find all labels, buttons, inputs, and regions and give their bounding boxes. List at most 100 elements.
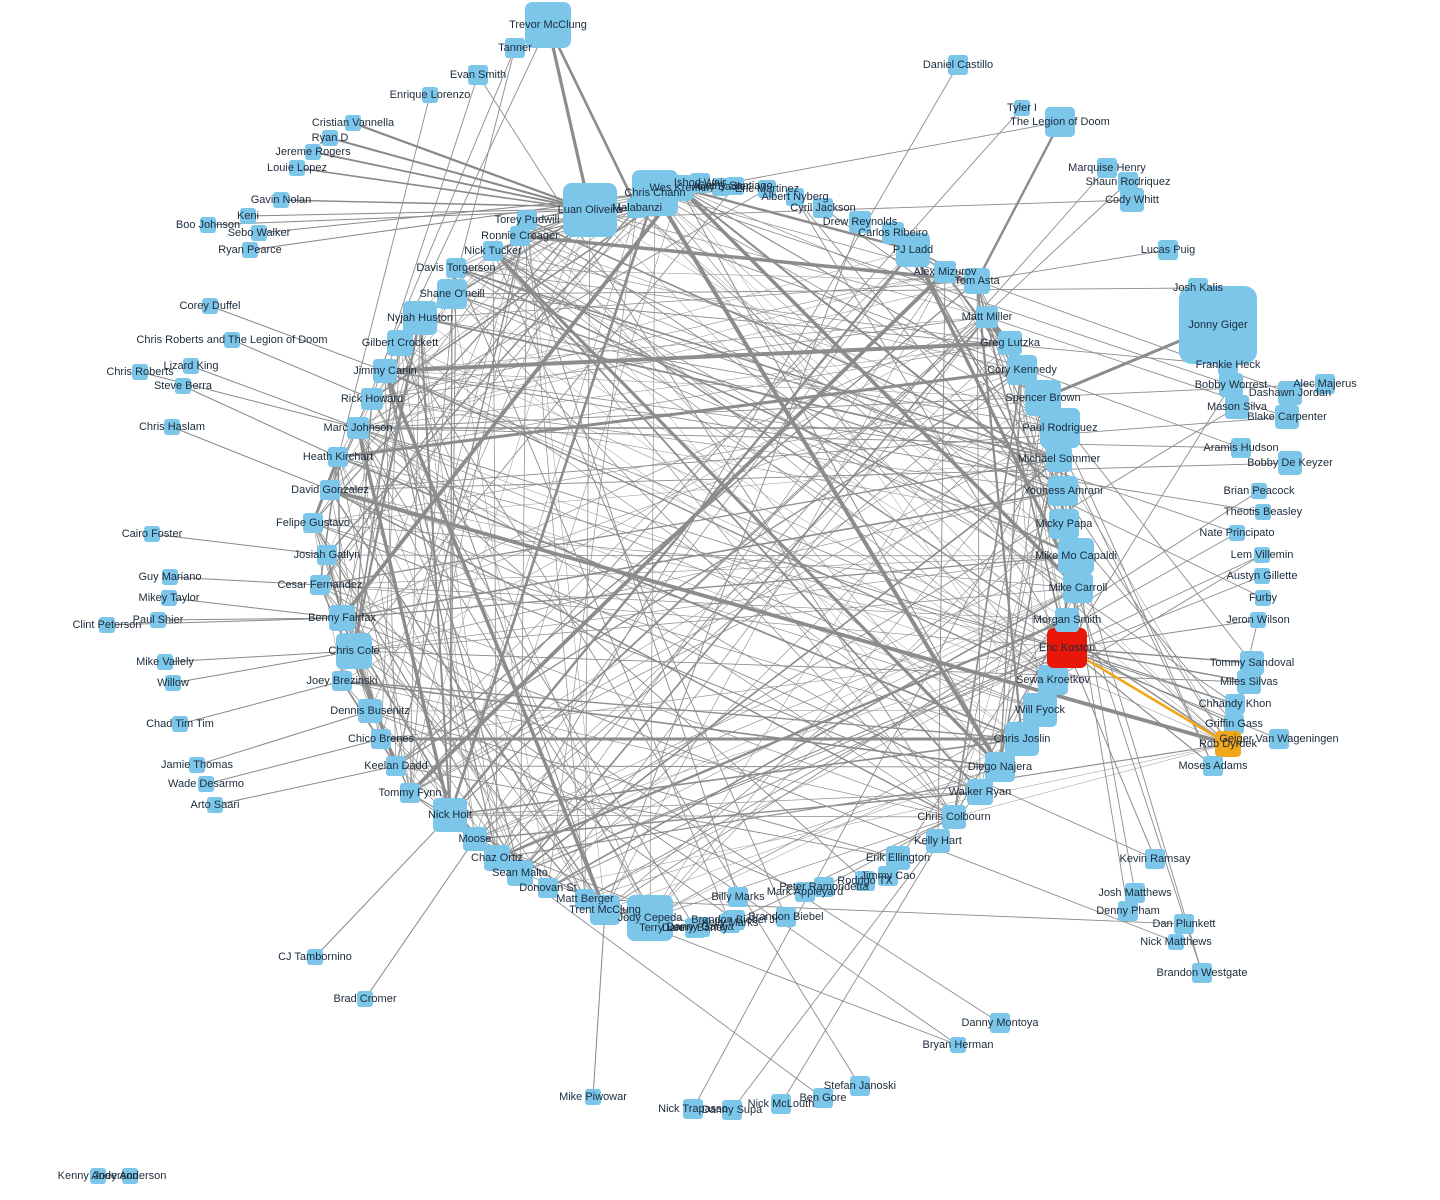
svg-text:David Gonzalez: David Gonzalez	[291, 484, 369, 496]
svg-text:Shaun Rodriquez: Shaun Rodriquez	[1085, 176, 1170, 188]
svg-text:Chris Roberts and The Legion o: Chris Roberts and The Legion of Doom	[136, 334, 327, 346]
svg-text:Kelly Hart: Kelly Hart	[914, 835, 962, 847]
svg-text:Steve Berra: Steve Berra	[154, 380, 213, 392]
svg-text:Corey Duffel: Corey Duffel	[180, 300, 241, 312]
svg-text:Erik Ellington: Erik Ellington	[866, 852, 930, 864]
svg-text:Chaz Ortiz: Chaz Ortiz	[471, 852, 523, 864]
svg-text:Moses Adams: Moses Adams	[1178, 760, 1248, 772]
svg-text:Nick Matthews: Nick Matthews	[1140, 936, 1212, 948]
svg-text:PJ Ladd: PJ Ladd	[893, 244, 933, 256]
svg-text:Chris Colbourn: Chris Colbourn	[917, 811, 990, 823]
svg-text:Torey Pudwill: Torey Pudwill	[495, 214, 560, 226]
svg-text:Josh Matthews: Josh Matthews	[1098, 887, 1172, 899]
svg-text:Enrique Lorenzo: Enrique Lorenzo	[390, 89, 471, 101]
svg-text:Cory Kennedy: Cory Kennedy	[987, 364, 1057, 376]
svg-text:Moose: Moose	[458, 833, 491, 845]
svg-text:Youness Amrani: Youness Amrani	[1023, 485, 1102, 497]
svg-text:Theotis Beasley: Theotis Beasley	[1224, 506, 1303, 518]
svg-text:Brad Cromer: Brad Cromer	[334, 993, 397, 1005]
svg-text:Daniel Castillo: Daniel Castillo	[923, 59, 993, 71]
svg-text:Benny Fairfax: Benny Fairfax	[308, 612, 376, 624]
svg-text:Trevor McClung: Trevor McClung	[509, 19, 587, 31]
svg-text:Dan Plunkett: Dan Plunkett	[1153, 918, 1216, 930]
svg-text:Brandon Biebel Jr: Brandon Biebel Jr	[691, 914, 779, 926]
svg-text:Dennis Busenitz: Dennis Busenitz	[330, 705, 410, 717]
svg-text:Cyril Jackson: Cyril Jackson	[790, 202, 855, 214]
svg-text:Denny Pham: Denny Pham	[1096, 905, 1160, 917]
svg-text:Shane O'neill: Shane O'neill	[419, 288, 484, 300]
svg-text:Will Fyock: Will Fyock	[1015, 704, 1066, 716]
svg-text:Rick Howard: Rick Howard	[341, 393, 403, 405]
svg-text:Sean Malto: Sean Malto	[492, 867, 548, 879]
svg-text:Gavin Nolan: Gavin Nolan	[251, 194, 312, 206]
svg-text:Chris Joslin: Chris Joslin	[994, 733, 1051, 745]
svg-text:Arto Saari: Arto Saari	[191, 799, 240, 811]
svg-text:Evan Smith: Evan Smith	[450, 69, 506, 81]
svg-text:Nick Trapasso: Nick Trapasso	[658, 1103, 728, 1115]
svg-text:Josiah Gatlyn: Josiah Gatlyn	[294, 549, 361, 561]
svg-text:Tyler I: Tyler I	[1007, 102, 1037, 114]
svg-text:Lucas Puig: Lucas Puig	[1141, 244, 1195, 256]
svg-text:Nyjah Huston: Nyjah Huston	[387, 312, 453, 324]
svg-text:Frankie Heck: Frankie Heck	[1196, 359, 1261, 371]
svg-text:Jonny Giger: Jonny Giger	[1188, 319, 1248, 331]
svg-text:Michael Sommer: Michael Sommer	[1018, 453, 1101, 465]
svg-text:Tommy Fynn: Tommy Fynn	[379, 787, 442, 799]
svg-text:Chhandy Khon: Chhandy Khon	[1199, 698, 1272, 710]
svg-text:Tanner: Tanner	[498, 42, 532, 54]
svg-text:Cristian Vannella: Cristian Vannella	[312, 117, 395, 129]
svg-text:Cesar Fernandez: Cesar Fernandez	[278, 579, 363, 591]
svg-text:Drew Reynolds: Drew Reynolds	[823, 216, 898, 228]
svg-text:Paul Shier: Paul Shier	[133, 614, 184, 626]
svg-text:Joey Brezinski: Joey Brezinski	[307, 675, 378, 687]
svg-text:Mike Vallely: Mike Vallely	[136, 656, 194, 668]
svg-text:CJ Tambornino: CJ Tambornino	[278, 951, 352, 963]
svg-text:Paul Rodriguez: Paul Rodriguez	[1022, 422, 1097, 434]
svg-text:Danny Montoya: Danny Montoya	[961, 1017, 1039, 1029]
svg-text:Chad Tim Tim: Chad Tim Tim	[146, 718, 214, 730]
svg-text:Ryan D: Ryan D	[312, 132, 349, 144]
svg-text:Louie Lopez: Louie Lopez	[267, 162, 327, 174]
svg-text:Keelan Dadd: Keelan Dadd	[364, 760, 428, 772]
svg-text:Josh Kalis: Josh Kalis	[1173, 282, 1224, 294]
svg-text:Furby: Furby	[1249, 592, 1278, 604]
svg-text:Kevin Ramsay: Kevin Ramsay	[1120, 853, 1191, 865]
svg-text:Griffin Gass: Griffin Gass	[1205, 718, 1263, 730]
svg-text:Nick Holt: Nick Holt	[428, 809, 472, 821]
svg-text:Billy Marks: Billy Marks	[711, 891, 765, 903]
svg-text:Jereme Rogers: Jereme Rogers	[275, 146, 351, 158]
svg-text:Blake Carpenter: Blake Carpenter	[1247, 411, 1327, 423]
svg-text:Diego Najera: Diego Najera	[968, 761, 1033, 773]
svg-text:Luan Oliveira: Luan Oliveira	[558, 204, 624, 216]
svg-text:Spencer Brown: Spencer Brown	[1005, 392, 1080, 404]
svg-text:Felipe Gustavo: Felipe Gustavo	[276, 517, 350, 529]
svg-text:Lizard King: Lizard King	[163, 360, 218, 372]
svg-text:Rob Dyrdek: Rob Dyrdek	[1199, 738, 1258, 750]
svg-text:Chris Cole: Chris Cole	[328, 645, 379, 657]
svg-text:Guy Mariano: Guy Mariano	[139, 571, 202, 583]
svg-text:Tommy Sandoval: Tommy Sandoval	[1210, 657, 1294, 669]
svg-text:Micky Papa: Micky Papa	[1036, 518, 1094, 530]
svg-text:Chris Haslam: Chris Haslam	[139, 421, 205, 433]
svg-text:Aramis Hudson: Aramis Hudson	[1203, 442, 1278, 454]
svg-text:Walker Ryan: Walker Ryan	[949, 786, 1012, 798]
svg-text:Chico Brenes: Chico Brenes	[348, 733, 415, 745]
svg-text:Matt Miller: Matt Miller	[962, 311, 1013, 323]
svg-text:Heath Kirchart: Heath Kirchart	[303, 451, 373, 463]
svg-text:Cairo Foster: Cairo Foster	[122, 528, 183, 540]
svg-text:Sewa Kroetkov: Sewa Kroetkov	[1016, 674, 1090, 686]
svg-text:Gilbert Crockett: Gilbert Crockett	[362, 337, 438, 349]
svg-text:Morgan Smith: Morgan Smith	[1033, 614, 1101, 626]
svg-text:Carlos Ribeiro: Carlos Ribeiro	[858, 227, 928, 239]
svg-text:Wade Desarmo: Wade Desarmo	[168, 778, 244, 790]
svg-text:Greg Lutzka: Greg Lutzka	[980, 337, 1041, 349]
svg-text:Mike Mo Capaldi: Mike Mo Capaldi	[1035, 550, 1117, 562]
svg-text:Nick Tucker: Nick Tucker	[464, 245, 522, 257]
svg-text:Eric Koston: Eric Koston	[1039, 642, 1095, 654]
svg-text:Ronnie Creager: Ronnie Creager	[481, 230, 559, 242]
svg-text:Miles Silvas: Miles Silvas	[1220, 676, 1279, 688]
svg-text:Marc Johnson: Marc Johnson	[323, 422, 392, 434]
svg-text:Bryan Herman: Bryan Herman	[923, 1039, 994, 1051]
svg-text:Bobby De Keyzer: Bobby De Keyzer	[1247, 457, 1333, 469]
svg-text:Willow: Willow	[157, 677, 189, 689]
